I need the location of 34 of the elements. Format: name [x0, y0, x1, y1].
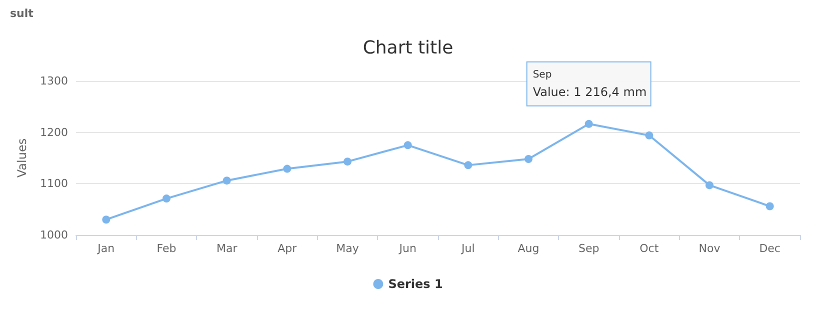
chart-title: Chart title	[362, 38, 454, 58]
x-tick-label: Feb	[156, 242, 176, 255]
legend-label: Series 1	[388, 277, 443, 291]
x-tick-label: Jul	[460, 242, 475, 255]
x-tick-label: Sep	[578, 242, 600, 255]
x-tick-label: Apr	[278, 242, 298, 255]
point	[344, 158, 352, 166]
point	[404, 141, 412, 150]
point	[162, 194, 170, 203]
point	[464, 161, 472, 170]
point	[283, 164, 292, 173]
x-tick-label: Mar	[216, 242, 238, 255]
text: sult	[10, 7, 34, 20]
x-tick-label: Oct	[640, 242, 660, 255]
annotation: Value: 1 216,4 mm	[532, 84, 647, 99]
point	[584, 120, 593, 128]
point	[766, 202, 774, 210]
y-tick-label: 1200	[40, 126, 68, 139]
x-tick-label: Dec	[759, 242, 780, 255]
point	[645, 131, 654, 140]
x-tick-label: Nov	[698, 242, 721, 255]
point	[102, 216, 110, 224]
text: Sep	[532, 69, 552, 80]
x-tick-label: Aug	[518, 242, 540, 255]
y-tick-label: 1000	[40, 228, 68, 242]
x-tick-label: May	[336, 242, 360, 255]
x-tick-label: Jan	[96, 242, 115, 255]
x-tick-label: Jun	[398, 242, 416, 255]
y-tick-label: 1300	[40, 74, 68, 88]
point	[222, 176, 231, 185]
y-axis-title: Values	[15, 138, 29, 178]
point	[706, 181, 714, 190]
y-tick-label: 1100	[40, 177, 68, 190]
point	[524, 155, 532, 164]
